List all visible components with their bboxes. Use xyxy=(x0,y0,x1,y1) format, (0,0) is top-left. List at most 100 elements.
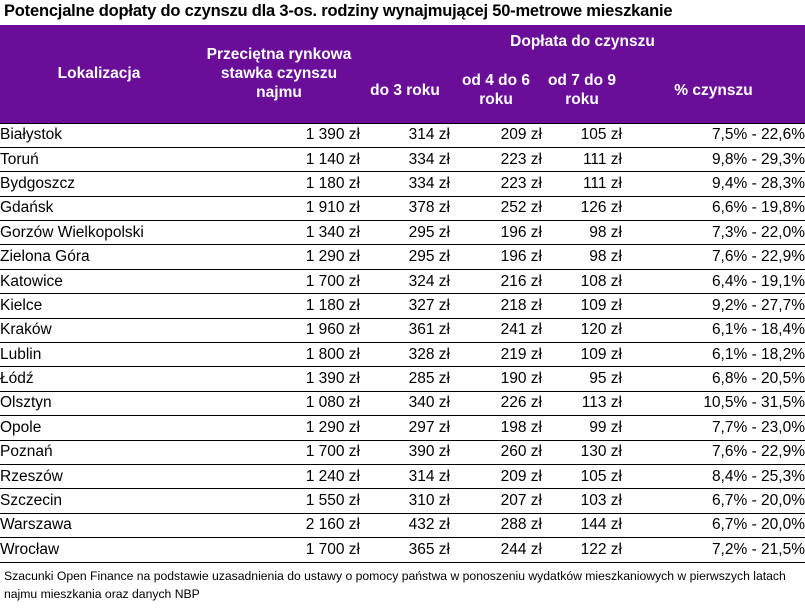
cell-year3: 314 zł xyxy=(360,122,450,148)
cell-year7-9: 95 zł xyxy=(542,366,622,392)
table-row: Warszawa 2 160 zł 432 zł 288 zł 144 zł 6,7% -… xyxy=(0,513,805,539)
cell-city: Lublin xyxy=(0,342,198,368)
cell-year3: 361 zł xyxy=(360,318,450,344)
cell-year3: 390 zł xyxy=(360,440,450,465)
cell-city: Zielona Góra xyxy=(0,244,198,270)
cell-year4-6: 207 zł xyxy=(450,488,542,514)
cell-year3: 295 zł xyxy=(360,244,450,270)
header-subsidy-group: Dopłata do czynszu xyxy=(510,33,655,50)
cell-city: Katowice xyxy=(0,269,198,295)
cell-rent: 1 290 zł xyxy=(198,244,360,270)
cell-city: Gdańsk xyxy=(0,196,198,222)
cell-pct-rent: 6,1% - 18,4% xyxy=(622,318,805,344)
cell-year3: 334 zł xyxy=(360,147,450,173)
cell-pct-rent: 7,6% - 22,9% xyxy=(622,244,805,270)
cell-city: Szczecin xyxy=(0,488,198,514)
cell-city: Kraków xyxy=(0,318,198,344)
cell-city: Warszawa xyxy=(0,513,198,539)
table-row: Gdańsk 1 910 zł 378 zł 252 zł 126 zł 6,6% - 1… xyxy=(0,196,805,222)
cell-rent: 1 340 zł xyxy=(198,220,360,246)
cell-year7-9: 103 zł xyxy=(542,488,622,514)
cell-year7-9: 108 zł xyxy=(542,269,622,295)
cell-year7-9: 105 zł xyxy=(542,464,622,490)
table-row: Kielce 1 180 zł 327 zł 218 zł 109 zł 9,2% - 2… xyxy=(0,293,805,319)
cell-pct-rent: 9,8% - 29,3% xyxy=(622,147,805,173)
cell-year4-6: 196 zł xyxy=(450,220,542,246)
table-row: Rzeszów 1 240 zł 314 zł 209 zł 105 zł 8,4% - … xyxy=(0,464,805,490)
cell-city: Białystok xyxy=(0,122,198,148)
cell-year7-9: 99 zł xyxy=(542,415,622,441)
cell-pct-rent: 6,4% - 19,1% xyxy=(622,269,805,295)
cell-pct-rent: 7,6% - 22,9% xyxy=(622,440,805,465)
table-row: Wrocław 1 700 zł 365 zł 244 zł 122 zł 7,2% - … xyxy=(0,537,805,563)
cell-year4-6: 209 zł xyxy=(450,464,542,490)
cell-year7-9: 113 zł xyxy=(542,391,622,417)
cell-year4-6: 241 zł xyxy=(450,318,542,344)
cell-year7-9: 126 zł xyxy=(542,196,622,222)
cell-year7-9: 122 zł xyxy=(542,537,622,563)
cell-year3: 324 zł xyxy=(360,269,450,295)
cell-year4-6: 198 zł xyxy=(450,415,542,441)
cell-year3: 334 zł xyxy=(360,171,450,197)
cell-pct-rent: 9,2% - 27,7% xyxy=(622,293,805,319)
cell-year7-9: 109 zł xyxy=(542,293,622,319)
table-row: Toruń 1 140 zł 334 zł 223 zł 111 zł 9,8% - 29… xyxy=(0,147,805,173)
table-row: Lublin 1 800 zł 328 zł 219 zł 109 zł 6,1% - 1… xyxy=(0,342,805,368)
cell-year3: 285 zł xyxy=(360,366,450,392)
cell-pct-rent: 7,3% - 22,0% xyxy=(622,220,805,246)
table-row: Katowice 1 700 zł 324 zł 216 zł 108 zł 6,4% -… xyxy=(0,269,805,295)
cell-year4-6: 223 zł xyxy=(450,147,542,173)
table-row: Poznań 1 700 zł 390 zł 260 zł 130 zł 7,6% - 2… xyxy=(0,440,805,465)
cell-rent: 2 160 zł xyxy=(198,513,360,539)
cell-year7-9: 111 zł xyxy=(542,147,622,173)
table-row: Gorzów Wielkopolski 1 340 zł 295 zł 196 zł 9… xyxy=(0,220,805,246)
cell-year7-9: 109 zł xyxy=(542,342,622,368)
cell-year3: 295 zł xyxy=(360,220,450,246)
cell-pct-rent: 6,1% - 18,2% xyxy=(622,342,805,368)
table-row: Opole 1 290 zł 297 zł 198 zł 99 zł 7,7% - 23,… xyxy=(0,415,805,441)
cell-pct-rent: 7,2% - 21,5% xyxy=(622,537,805,563)
cell-rent: 1 180 zł xyxy=(198,293,360,319)
cell-city: Rzeszów xyxy=(0,464,198,490)
table-body: Białystok 1 390 zł 314 zł 209 zł 105 zł 7,5% … xyxy=(0,122,805,563)
cell-year7-9: 120 zł xyxy=(542,318,622,344)
table-row: Łódź 1 390 zł 285 zł 190 zł 95 zł 6,8% - 20,5… xyxy=(0,366,805,392)
cell-year7-9: 130 zł xyxy=(542,440,622,465)
table-row: Olsztyn 1 080 zł 340 zł 226 zł 113 zł 10,5% -… xyxy=(0,391,805,417)
cell-pct-rent: 6,7% - 20,0% xyxy=(622,488,805,514)
table-row: Kraków 1 960 zł 361 zł 241 zł 120 zł 6,1% - 1… xyxy=(0,318,805,344)
cell-year4-6: 190 zł xyxy=(450,366,542,392)
footnote: Szacunki Open Finance na podstawie uzasa… xyxy=(4,569,786,601)
cell-year3: 310 zł xyxy=(360,488,450,514)
header-location: Lokalizacja xyxy=(57,65,141,83)
cell-year4-6: 216 zł xyxy=(450,269,542,295)
cell-year3: 327 zł xyxy=(360,293,450,319)
cell-year3: 297 zł xyxy=(360,415,450,441)
cell-city: Opole xyxy=(0,415,198,441)
cell-rent: 1 240 zł xyxy=(198,464,360,490)
subsidy-table: Lokalizacja Przeciętna rynkowa stawka cz… xyxy=(0,25,805,563)
cell-city: Poznań xyxy=(0,440,198,465)
cell-rent: 1 700 zł xyxy=(198,537,360,563)
cell-city: Gorzów Wielkopolski xyxy=(0,220,198,246)
cell-pct-rent: 7,5% - 22,6% xyxy=(622,122,805,148)
cell-city: Toruń xyxy=(0,147,198,173)
cell-year3: 365 zł xyxy=(360,537,450,563)
cell-pct-rent: 6,7% - 20,0% xyxy=(622,513,805,539)
cell-year4-6: 209 zł xyxy=(450,122,542,148)
cell-pct-rent: 9,4% - 28,3% xyxy=(622,171,805,197)
cell-city: Wrocław xyxy=(0,537,198,563)
cell-rent: 1 180 zł xyxy=(198,171,360,197)
cell-year4-6: 252 zł xyxy=(450,196,542,222)
cell-rent: 1 080 zł xyxy=(198,391,360,417)
cell-rent: 1 550 zł xyxy=(198,488,360,514)
cell-year3: 340 zł xyxy=(360,391,450,417)
cell-year7-9: 111 zł xyxy=(542,171,622,197)
cell-year4-6: 223 zł xyxy=(450,171,542,197)
cell-year4-6: 196 zł xyxy=(450,244,542,270)
cell-city: Kielce xyxy=(0,293,198,319)
header-avg-rent: Przeciętna rynkowa stawka czynszu najmu xyxy=(206,46,352,102)
cell-year3: 432 zł xyxy=(360,513,450,539)
cell-year3: 378 zł xyxy=(360,196,450,222)
header-year4-6: od 4 do 6 roku xyxy=(461,72,531,109)
